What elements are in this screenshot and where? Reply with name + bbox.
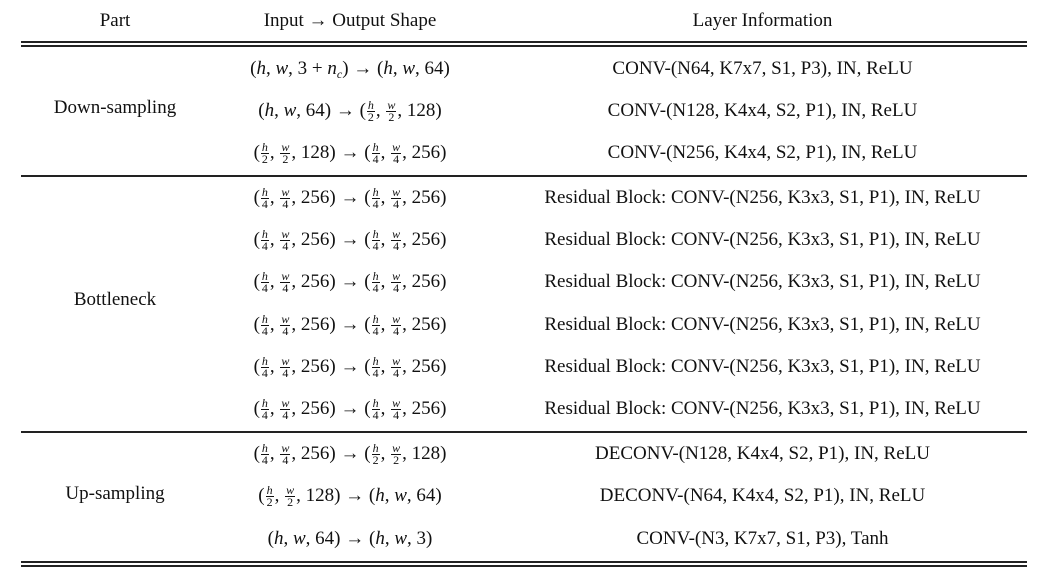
layer-cell: DECONV-(N64, K4x4, S2, P1), IN, ReLU [599, 485, 926, 506]
footer-double-rule-bottom [21, 565, 1027, 567]
shape-cell: (h, w, 3 + nc) → (h, w, 64) [250, 58, 450, 81]
column-header-layer: Layer Information [692, 10, 833, 31]
layer-cell: Residual Block: CONV-(N256, K3x3, S1, P1… [544, 271, 981, 292]
footer-double-rule-top [21, 561, 1027, 563]
header-double-rule-top [21, 41, 1027, 43]
layer-cell: Residual Block: CONV-(N256, K3x3, S1, P1… [544, 356, 981, 377]
section-label: Up-sampling [65, 483, 165, 504]
shape-cell: (h, w, 64) → (h, w, 3) [267, 528, 433, 549]
layer-cell: CONV-(N64, K7x7, S1, P3), IN, ReLU [612, 58, 913, 79]
layer-cell: Residual Block: CONV-(N256, K3x3, S1, P1… [544, 314, 981, 335]
layer-cell: Residual Block: CONV-(N256, K3x3, S1, P1… [544, 229, 981, 250]
section-divider-2 [21, 431, 1027, 433]
column-header-shape: Input → Output Shape [263, 10, 437, 31]
column-header-part: Part [99, 10, 131, 31]
layer-cell: CONV-(N3, K7x7, S1, P3), Tanh [636, 528, 889, 549]
section-label: Bottleneck [73, 289, 157, 310]
layer-cell: DECONV-(N128, K4x4, S2, P1), IN, ReLU [595, 443, 930, 464]
layer-cell: CONV-(N256, K4x4, S2, P1), IN, ReLU [607, 142, 918, 163]
layer-cell: Residual Block: CONV-(N256, K3x3, S1, P1… [544, 398, 981, 419]
layer-cell: Residual Block: CONV-(N256, K3x3, S1, P1… [544, 187, 981, 208]
section-divider-1 [21, 175, 1027, 177]
layer-cell: CONV-(N128, K4x4, S2, P1), IN, ReLU [607, 100, 918, 121]
header-double-rule-bottom [21, 45, 1027, 47]
section-label: Down-sampling [53, 97, 177, 118]
